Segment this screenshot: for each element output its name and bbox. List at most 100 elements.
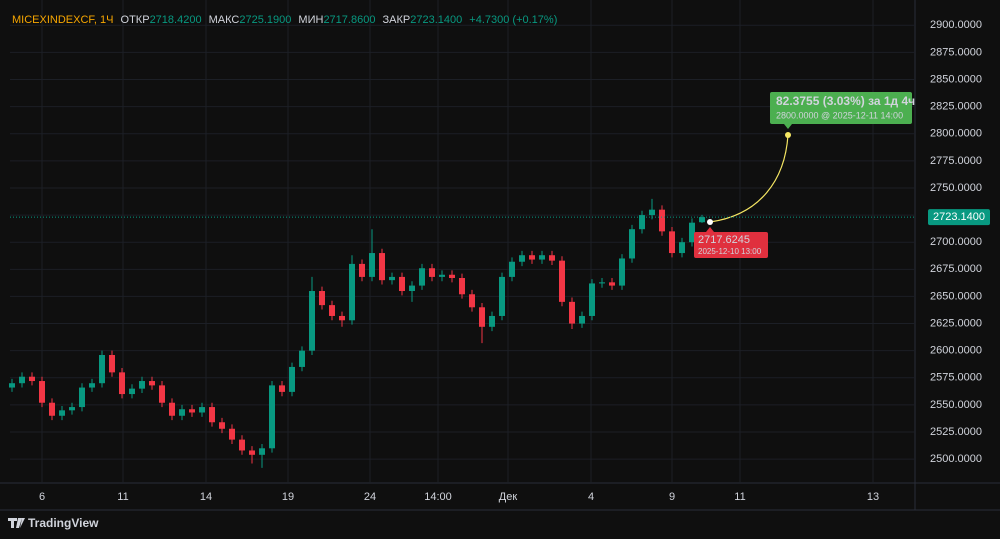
candle-body (69, 407, 75, 411)
y-tick-label: 2675.0000 (930, 263, 982, 275)
x-tick-label: 4 (588, 491, 594, 503)
start-box (694, 232, 768, 258)
candle-body (649, 209, 655, 216)
candle-body (639, 215, 645, 230)
x-tick-label: 11 (734, 491, 745, 503)
candle-body (669, 231, 675, 254)
candle-body (29, 376, 35, 382)
candle-body (379, 253, 385, 281)
candle-body (629, 229, 635, 259)
candles (9, 198, 705, 468)
open-value: 2718.4200 (150, 14, 202, 26)
x-tick-label: 13 (867, 491, 879, 503)
candle-body (39, 381, 45, 403)
candle-body (589, 283, 595, 316)
candle-body (449, 274, 455, 278)
candle-body (239, 439, 245, 451)
candle-body (599, 282, 605, 284)
y-tick-label: 2650.0000 (930, 290, 982, 302)
candle-body (469, 294, 475, 308)
projection-pointer (784, 124, 792, 129)
candle-body (419, 268, 425, 286)
candle-body (569, 301, 575, 324)
candle-body (549, 255, 555, 261)
candle-body (89, 383, 95, 388)
candle-body (139, 381, 145, 389)
candle-body (349, 263, 355, 321)
x-tick-label: 9 (669, 491, 675, 503)
y-tick-label: 2550.0000 (930, 399, 982, 411)
candle-body (679, 242, 685, 254)
candle-body (129, 388, 135, 395)
y-tick-label: 2800.0000 (930, 128, 982, 140)
candle-body (459, 277, 465, 295)
candle-body (619, 258, 625, 286)
candle-body (429, 268, 435, 277)
y-tick-label: 2700.0000 (930, 236, 982, 248)
y-tick-label: 2500.0000 (930, 453, 982, 465)
candle-body (159, 385, 165, 403)
candle-body (699, 217, 705, 223)
candle-body (579, 315, 585, 324)
brand-logo: TradingView (8, 516, 99, 530)
candle-body (369, 253, 375, 277)
y-tick-label: 2600.0000 (930, 345, 982, 357)
change: +4.7300 (+0.17%) (469, 14, 557, 26)
low-label: МИН (298, 14, 323, 26)
candle-body (609, 282, 615, 286)
x-tick-label: 6 (39, 491, 45, 503)
projection-box (770, 92, 912, 124)
candle-body (229, 428, 235, 440)
projection-text: 82.3755 (3.03%) за 1д 4ч (776, 94, 915, 108)
last-price-label: 2723.1400 (933, 211, 985, 223)
candle-body (169, 402, 175, 416)
candle-body (509, 261, 515, 277)
candle-body (189, 409, 195, 413)
candle-body (409, 285, 415, 292)
candle-body (179, 409, 185, 416)
x-tick-label: Дек (499, 491, 518, 503)
candle-body (289, 366, 295, 392)
open-label: ОТКР (121, 14, 150, 26)
header: MICEXINDEXCF, 1Ч ОТКР2718.4200 МАКС2725.… (12, 14, 557, 26)
logo-mark (8, 518, 25, 528)
candle-body (119, 372, 125, 395)
close-value: 2723.1400 (410, 14, 462, 26)
candle-body (49, 402, 55, 416)
y-tick-label: 2750.0000 (930, 182, 982, 194)
candle-body (199, 407, 205, 413)
y-tick-label: 2875.0000 (930, 46, 982, 58)
candle-body (9, 383, 15, 388)
high-value: 2725.1900 (239, 14, 291, 26)
candle-body (299, 350, 305, 367)
candle-body (19, 376, 25, 384)
end-point (785, 132, 791, 138)
start-time: 2025-12-10 13:00 (698, 247, 762, 256)
candle-body (319, 291, 325, 306)
candle-body (329, 305, 335, 316)
projection-curve (709, 134, 789, 223)
candle-body (339, 315, 345, 321)
y-tick-label: 2525.0000 (930, 426, 982, 438)
y-tick-label: 2775.0000 (930, 155, 982, 167)
candle-body (489, 315, 495, 327)
x-tick-label: 11 (117, 491, 128, 503)
candle-body (529, 255, 535, 260)
start-point (707, 219, 713, 225)
symbol: MICEXINDEXCF, 1Ч (12, 14, 113, 26)
candle-body (259, 448, 265, 455)
high-label: МАКС (209, 14, 240, 26)
candle-body (309, 291, 315, 351)
x-tick-label: 24 (364, 491, 376, 503)
candle-body (499, 276, 505, 316)
candle-body (399, 276, 405, 292)
candle-body (279, 385, 285, 392)
y-tick-label: 2625.0000 (930, 317, 982, 329)
candle-body (209, 407, 215, 423)
candle-body (479, 307, 485, 327)
y-tick-label: 2900.0000 (930, 19, 982, 31)
last-price-box (928, 209, 990, 226)
x-tick-label: 19 (282, 491, 294, 503)
x-tick-label: 14 (200, 491, 212, 503)
